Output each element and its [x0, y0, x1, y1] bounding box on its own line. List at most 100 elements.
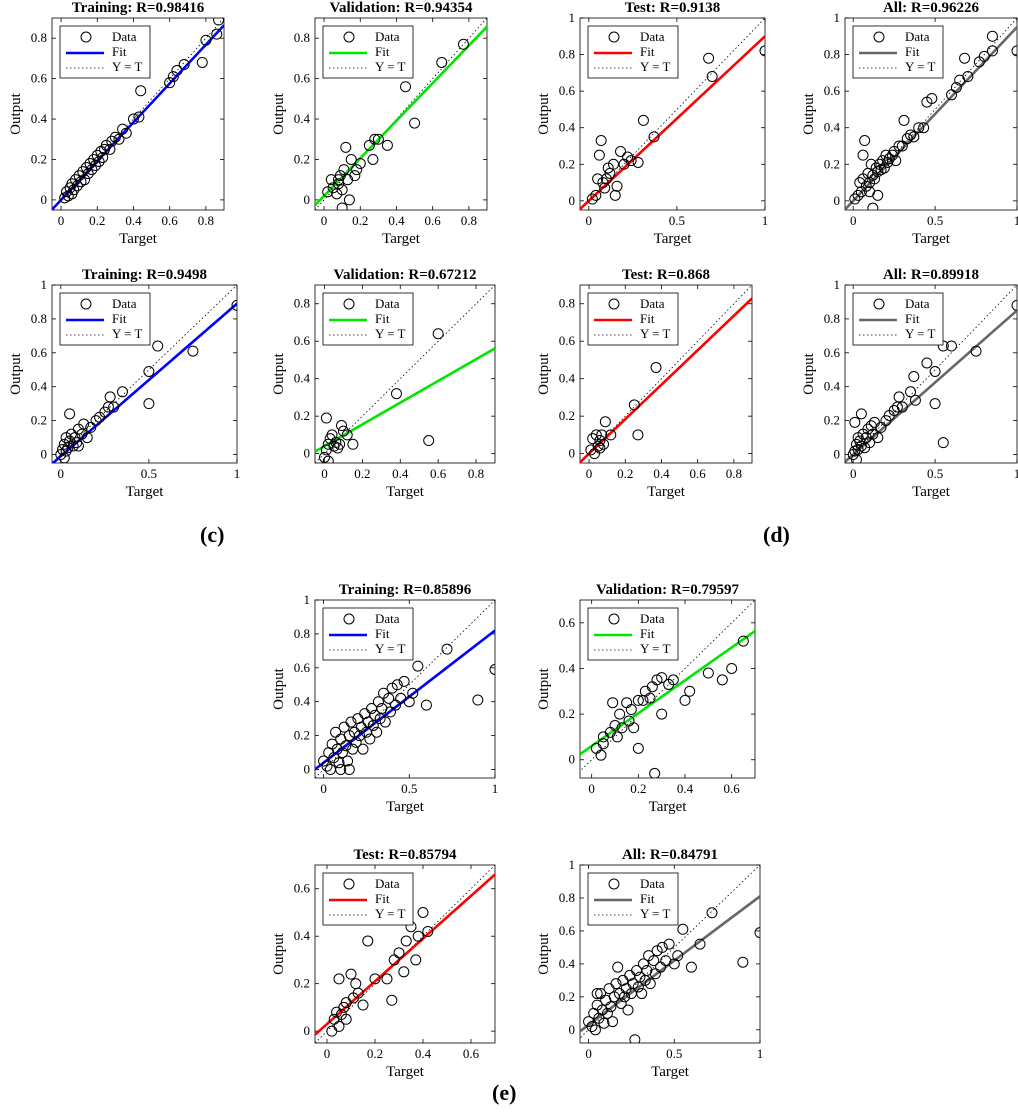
legend-label: Y = T	[112, 59, 143, 74]
data-point	[622, 151, 634, 163]
panel-label-c: (c)	[200, 522, 225, 547]
data-point	[367, 153, 379, 165]
x-tick-label: 0	[586, 213, 593, 228]
data-point	[343, 194, 355, 206]
x-tick-label: 1	[492, 781, 499, 796]
x-axis-label: Target	[654, 231, 693, 247]
data-point	[599, 182, 611, 194]
data-point	[694, 938, 706, 950]
data-point	[986, 45, 998, 57]
y-tick-label: 0.4	[559, 956, 576, 971]
legend-data-marker	[343, 613, 355, 625]
data-point	[106, 135, 118, 147]
data-point	[213, 18, 224, 26]
plot-title: All: R=0.89918	[883, 267, 979, 283]
y-axis-label: Output	[536, 667, 552, 710]
plot-title: Test: R=0.9138	[625, 0, 721, 16]
fit-line	[315, 25, 487, 207]
x-tick-label: 0.2	[367, 1046, 383, 1061]
data-point	[632, 429, 644, 441]
data-point	[625, 155, 637, 167]
x-tick-label: 0.2	[354, 466, 370, 481]
legend-data-marker	[873, 298, 885, 310]
data-point	[78, 418, 90, 430]
data-point	[90, 415, 102, 427]
data-point	[116, 386, 128, 398]
x-axis-label: Target	[386, 1064, 425, 1080]
data-point	[585, 444, 597, 456]
identity-line	[315, 18, 487, 210]
data-point	[400, 935, 412, 947]
data-point	[872, 189, 884, 201]
data-point	[336, 184, 348, 196]
data-point	[407, 687, 419, 699]
data-point	[595, 749, 607, 761]
x-tick-label: 1	[234, 466, 241, 481]
y-tick-label: 0.6	[559, 83, 576, 98]
x-tick-label: 0	[586, 466, 593, 481]
legend-label: Y = T	[375, 326, 406, 341]
data-point	[632, 742, 644, 754]
fit-line	[52, 302, 237, 463]
data-point	[120, 127, 132, 139]
data-point	[597, 177, 609, 189]
data-point	[383, 692, 395, 704]
x-axis-label: Target	[649, 799, 688, 815]
data-point	[333, 757, 345, 769]
legend-label: Data	[640, 29, 665, 44]
data-point	[639, 685, 651, 697]
plot-title: Training: R=0.9498	[82, 267, 207, 283]
data-point	[632, 694, 644, 706]
y-tick-label: 0.4	[294, 694, 311, 709]
data-point	[391, 679, 403, 691]
data-point	[489, 664, 495, 676]
x-tick-label: 0	[58, 213, 64, 228]
x-tick-label: 0	[321, 466, 328, 481]
data-point	[610, 978, 622, 990]
legend-data-marker	[343, 298, 355, 310]
data-point	[393, 947, 405, 959]
data-point	[921, 357, 933, 369]
x-axis-label: Target	[382, 231, 421, 247]
data-point	[706, 907, 718, 919]
data-point	[143, 398, 155, 410]
data-point	[211, 28, 223, 40]
axes-frame	[844, 17, 1018, 211]
data-point	[135, 85, 147, 97]
data-point	[878, 162, 890, 174]
fit-line	[315, 347, 495, 453]
y-tick-label: 0.6	[559, 923, 576, 938]
legend-label: Y = T	[375, 906, 406, 921]
data-point	[336, 202, 348, 210]
data-point	[364, 733, 376, 745]
x-tick-label: 1	[1014, 466, 1018, 481]
axes-frame	[314, 599, 496, 779]
data-point	[607, 697, 619, 709]
y-tick-label: 0.4	[294, 371, 311, 386]
legend-data-marker	[80, 298, 92, 310]
x-tick-label: 0.8	[468, 466, 484, 481]
data-point	[333, 174, 345, 186]
data-point	[352, 987, 364, 999]
identity-line	[52, 18, 224, 210]
data-point	[436, 56, 448, 68]
legend-data-marker	[873, 31, 885, 43]
data-point	[629, 1034, 641, 1043]
data-point	[67, 440, 79, 452]
y-tick-label: 0.4	[31, 379, 48, 394]
data-point	[962, 71, 974, 83]
x-tick-label: 0.4	[125, 213, 142, 228]
data-point	[857, 149, 869, 161]
y-axis-label: Output	[8, 92, 24, 135]
data-point	[849, 416, 861, 428]
data-point	[716, 674, 728, 686]
y-axis-label: Output	[536, 932, 552, 975]
data-point	[601, 1007, 613, 1019]
data-point	[594, 442, 606, 454]
x-axis-label: Target	[119, 231, 158, 247]
fit-line	[580, 297, 752, 463]
data-point	[605, 1001, 617, 1013]
